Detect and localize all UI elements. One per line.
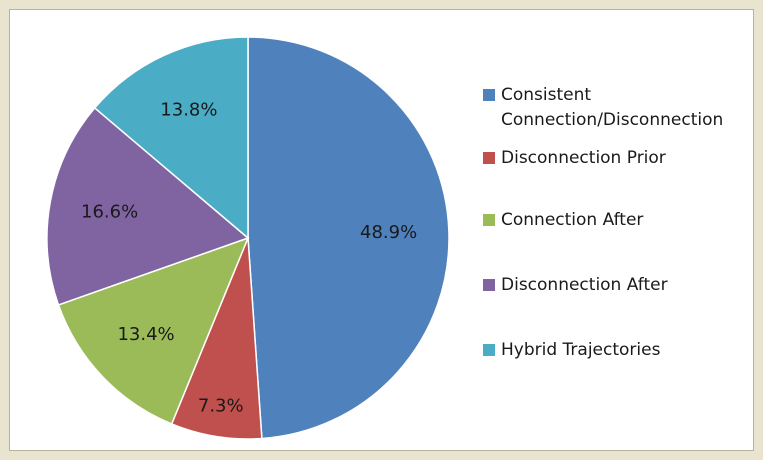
legend-label: Disconnection After — [501, 275, 668, 295]
legend-item: Consistent Connection/Disconnection — [483, 83, 756, 133]
legend-label: Consistent Connection/Disconnection — [501, 85, 724, 130]
pie-slice — [46, 106, 250, 306]
legend-swatch — [483, 344, 495, 356]
data-label: 13.8% — [160, 99, 217, 120]
legend-item: Connection After — [483, 208, 756, 233]
legend-label: Connection After — [501, 210, 644, 230]
data-label: 7.3% — [198, 396, 244, 417]
legend-item: Disconnection Prior — [483, 146, 756, 171]
legend-swatch — [483, 279, 495, 291]
legend-label: Disconnection Prior — [501, 148, 666, 168]
legend-item: Disconnection After — [483, 273, 756, 298]
pie-slice — [57, 236, 250, 425]
data-label: 16.6% — [81, 202, 138, 223]
legend-swatch — [483, 89, 495, 101]
pie-slice — [93, 36, 249, 240]
data-label: 13.4% — [117, 324, 174, 345]
legend-swatch — [483, 152, 495, 164]
legend-label: Hybrid Trajectories — [501, 340, 661, 360]
data-label: 48.9% — [360, 222, 417, 243]
legend-item: Hybrid Trajectories — [483, 338, 756, 363]
pie-slice — [247, 36, 450, 440]
legend-swatch — [483, 214, 495, 226]
